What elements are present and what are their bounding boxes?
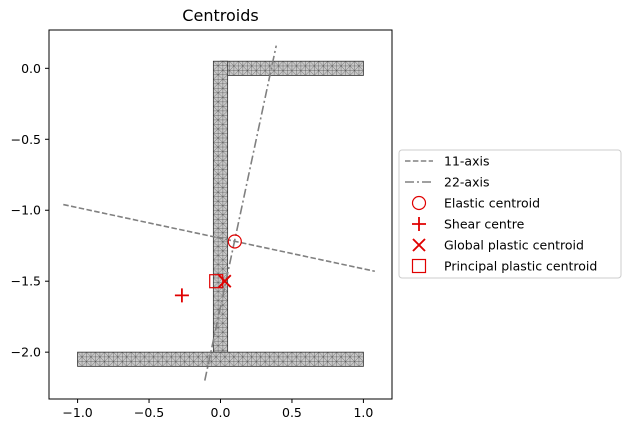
y-tick-label: −0.5: [11, 132, 41, 147]
chart-title: Centroids: [182, 6, 258, 25]
data-point-5-0: [209, 274, 224, 289]
web: [212, 60, 229, 360]
x-tick-label: 0.0: [211, 405, 231, 420]
legend-entry: Principal plastic centroid: [444, 259, 597, 274]
legend-entry: 22-axis: [444, 175, 489, 190]
x-tick-label: −0.5: [134, 405, 164, 420]
series-line-0: [63, 203, 376, 273]
y-tick-label: −1.5: [11, 274, 41, 289]
section-mesh: [77, 60, 364, 367]
legend-handle: [411, 195, 427, 211]
y-tick-label: −2.0: [11, 345, 41, 360]
data-point-3-0: [174, 288, 189, 303]
data-point-4-0: [218, 274, 232, 288]
axes: −1.0 −0.5 0.0 0.5 1.0 0.0 −0.5 −1.0 −1.5 −2.0: [11, 61, 374, 420]
legend-handle: [411, 258, 427, 274]
x-tick-label: −1.0: [62, 405, 92, 420]
x-tick-label: 0.5: [282, 405, 302, 420]
legend-entry: Global plastic centroid: [444, 238, 584, 253]
legend-entry: Shear centre: [444, 217, 525, 232]
top-flange: [220, 60, 364, 76]
legend-handle: [412, 238, 426, 252]
bottom-flange: [77, 351, 364, 367]
legend: 11-axis 22-axis Elastic centroid Shear cent…: [398, 149, 622, 279]
legend-entry: Elastic centroid: [444, 196, 540, 211]
legend-handle: [412, 217, 426, 231]
y-tick-label: −1.0: [11, 203, 41, 218]
x-tick-label: 1.0: [353, 405, 373, 420]
y-tick-label: 0.0: [21, 61, 41, 76]
plot-area: [63, 45, 376, 381]
legend-frame: [398, 149, 622, 279]
series-line-1: [203, 45, 278, 381]
legend-entry: 11-axis: [444, 154, 489, 169]
data-point-2-0: [227, 234, 242, 249]
